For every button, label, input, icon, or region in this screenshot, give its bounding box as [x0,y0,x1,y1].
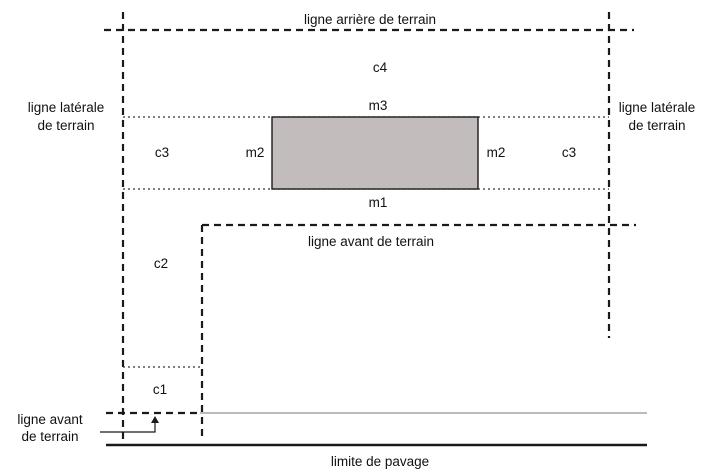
building-footprint [272,117,478,189]
front-lot-line-label-lower-1: ligne avant [17,412,83,427]
left-side-line-label-2: de terrain [37,118,94,133]
front-lot-line-label-lower-2: de terrain [21,429,78,444]
right-side-line-label-1: ligne latérale [619,100,696,115]
arrow-up-icon [151,416,159,423]
rear-lot-line-label: ligne arrière de terrain [304,12,436,27]
zone-c3-right-label: c3 [562,145,576,160]
front-line-pointer [100,420,155,432]
paving-limit-label: limite de pavage [331,454,429,469]
front-lot-line-label: ligne avant de terrain [308,234,434,249]
zone-c4-label: c4 [373,60,388,75]
zone-c3-left-label: c3 [155,145,169,160]
margin-m1-label: m1 [369,195,388,210]
margin-m3-label: m3 [369,98,388,113]
left-side-line-label-1: ligne latérale [28,100,105,115]
right-side-line-label-2: de terrain [628,118,685,133]
margin-m2-left-label: m2 [246,145,265,160]
margin-m2-right-label: m2 [487,145,506,160]
zone-c2-label: c2 [154,256,168,271]
zone-c1-label: c1 [153,382,167,397]
